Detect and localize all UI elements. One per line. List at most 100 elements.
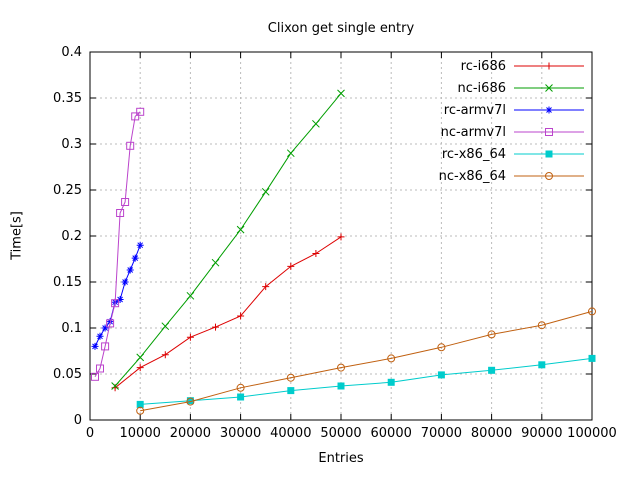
data-point-marker-nc-i686 (136, 353, 145, 362)
y-tick-label: 0.4 (61, 45, 82, 60)
data-point-marker-rc-x86_64 (337, 382, 345, 390)
x-tick-label: 40000 (270, 426, 311, 441)
data-point-marker-nc-armv7l (111, 299, 120, 308)
legend-marker-nc-x86_64 (545, 172, 553, 180)
data-point-marker-nc-x86_64 (337, 363, 345, 372)
data-point-marker-rc-x86_64 (186, 397, 194, 405)
y-tick-label: 0.15 (53, 275, 82, 290)
legend-label-nc-armv7l: nc-armv7l (441, 125, 506, 140)
data-point-marker-rc-x86_64 (588, 354, 596, 362)
data-point-marker-nc-i686 (312, 119, 320, 128)
legend-label-nc-i686: nc-i686 (457, 81, 506, 96)
data-point-marker-nc-x86_64 (136, 406, 145, 415)
x-tick-label: 50000 (320, 426, 361, 441)
data-point-marker-rc-armv7l (136, 241, 144, 249)
data-point-marker-rc-x86_64 (488, 366, 496, 374)
data-point-marker-nc-armv7l (106, 319, 115, 328)
data-point-marker-rc-x86_64 (136, 400, 144, 408)
data-point-marker-nc-x86_64 (487, 330, 496, 339)
data-point-marker-rc-x86_64 (387, 378, 395, 386)
series-line-rc-i686 (114, 236, 342, 389)
x-tick-label: 0 (86, 426, 94, 441)
data-point-marker-nc-armv7l (131, 112, 140, 121)
data-point-marker-rc-x86_64 (237, 393, 245, 401)
data-point-marker-rc-i686 (237, 312, 245, 320)
data-point-marker-nc-x86_64 (286, 373, 295, 382)
x-tick-label: 70000 (421, 426, 462, 441)
data-point-marker-nc-i686 (161, 322, 170, 331)
series-line-nc-armv7l (94, 111, 141, 378)
x-tick-label: 80000 (471, 426, 512, 441)
x-axis-title: Entries (318, 451, 364, 466)
legend-marker-rc-i686 (545, 62, 553, 70)
data-point-marker-nc-x86_64 (186, 397, 195, 406)
data-point-marker-nc-x86_64 (437, 343, 446, 352)
data-point-marker-rc-armv7l (121, 278, 129, 286)
x-tick-label: 10000 (120, 426, 161, 441)
data-point-marker-nc-x86_64 (537, 321, 546, 330)
data-point-marker-nc-i686 (211, 258, 220, 267)
data-point-marker-nc-armv7l (126, 141, 135, 150)
x-tick-label: 60000 (371, 426, 412, 441)
data-point-marker-rc-armv7l (91, 342, 99, 350)
y-tick-label: 0.25 (53, 183, 82, 198)
series-line-rc-armv7l (94, 245, 141, 347)
series-line-rc-x86_64 (140, 357, 593, 405)
chart-title: Clixon get single entry (267, 21, 415, 36)
data-point-marker-rc-i686 (287, 262, 295, 270)
y-tick-label: 0.2 (61, 229, 82, 244)
legend-marker-nc-armv7l (545, 128, 553, 136)
data-point-marker-rc-armv7l (116, 296, 124, 303)
legend-label-rc-i686: rc-i686 (461, 59, 506, 74)
legend-label-rc-x86_64: rc-x86_64 (442, 147, 506, 162)
legend-marker-rc-armv7l (545, 106, 553, 114)
data-point-marker-nc-armv7l (121, 198, 130, 206)
y-tick-label: 0.1 (61, 321, 82, 336)
data-point-marker-rc-x86_64 (287, 387, 295, 395)
data-point-marker-rc-i686 (136, 364, 144, 372)
series-line-nc-x86_64 (140, 310, 593, 412)
y-tick-label: 0 (74, 413, 82, 428)
data-point-marker-nc-x86_64 (236, 383, 245, 392)
x-tick-label: 20000 (170, 426, 211, 441)
data-point-marker-rc-armv7l (96, 332, 104, 340)
series-line-nc-i686 (114, 93, 342, 387)
data-point-marker-nc-armv7l (116, 209, 125, 217)
data-point-marker-nc-armv7l (96, 364, 104, 373)
x-tick-label: 100000 (567, 426, 617, 441)
data-point-marker-nc-x86_64 (588, 307, 596, 316)
data-point-marker-nc-i686 (261, 187, 270, 196)
legend-marker-rc-x86_64 (545, 150, 553, 158)
data-point-marker-rc-armv7l (131, 254, 139, 262)
data-point-marker-nc-i686 (186, 291, 195, 300)
data-point-marker-nc-x86_64 (387, 354, 396, 363)
data-point-marker-rc-x86_64 (437, 371, 445, 379)
data-point-marker-nc-i686 (111, 382, 119, 390)
data-point-marker-nc-i686 (337, 89, 345, 98)
data-point-marker-nc-i686 (286, 149, 295, 158)
legend-label-rc-armv7l: rc-armv7l (444, 103, 506, 118)
data-point-marker-rc-armv7l (101, 324, 109, 332)
y-tick-label: 0.35 (53, 91, 82, 106)
y-tick-label: 0.05 (53, 367, 82, 382)
data-point-marker-rc-i686 (262, 283, 270, 291)
data-point-marker-nc-i686 (236, 225, 245, 234)
data-point-marker-rc-armv7l (126, 266, 134, 274)
data-point-marker-nc-armv7l (91, 372, 99, 381)
legend-label-nc-x86_64: nc-x86_64 (439, 169, 506, 184)
x-tick-label: 90000 (521, 426, 562, 441)
data-point-marker-rc-i686 (161, 351, 169, 359)
data-point-marker-rc-i686 (337, 233, 345, 241)
legend-marker-nc-i686 (545, 84, 553, 92)
y-axis-title: Time[s] (9, 211, 25, 260)
x-tick-label: 30000 (220, 426, 261, 441)
y-tick-label: 0.3 (61, 137, 82, 152)
data-point-marker-rc-i686 (212, 323, 219, 331)
data-point-marker-rc-i686 (186, 333, 194, 341)
data-point-marker-rc-x86_64 (538, 361, 546, 369)
data-point-marker-rc-i686 (312, 250, 320, 257)
data-point-marker-nc-armv7l (101, 342, 110, 351)
data-point-marker-nc-armv7l (136, 107, 145, 116)
